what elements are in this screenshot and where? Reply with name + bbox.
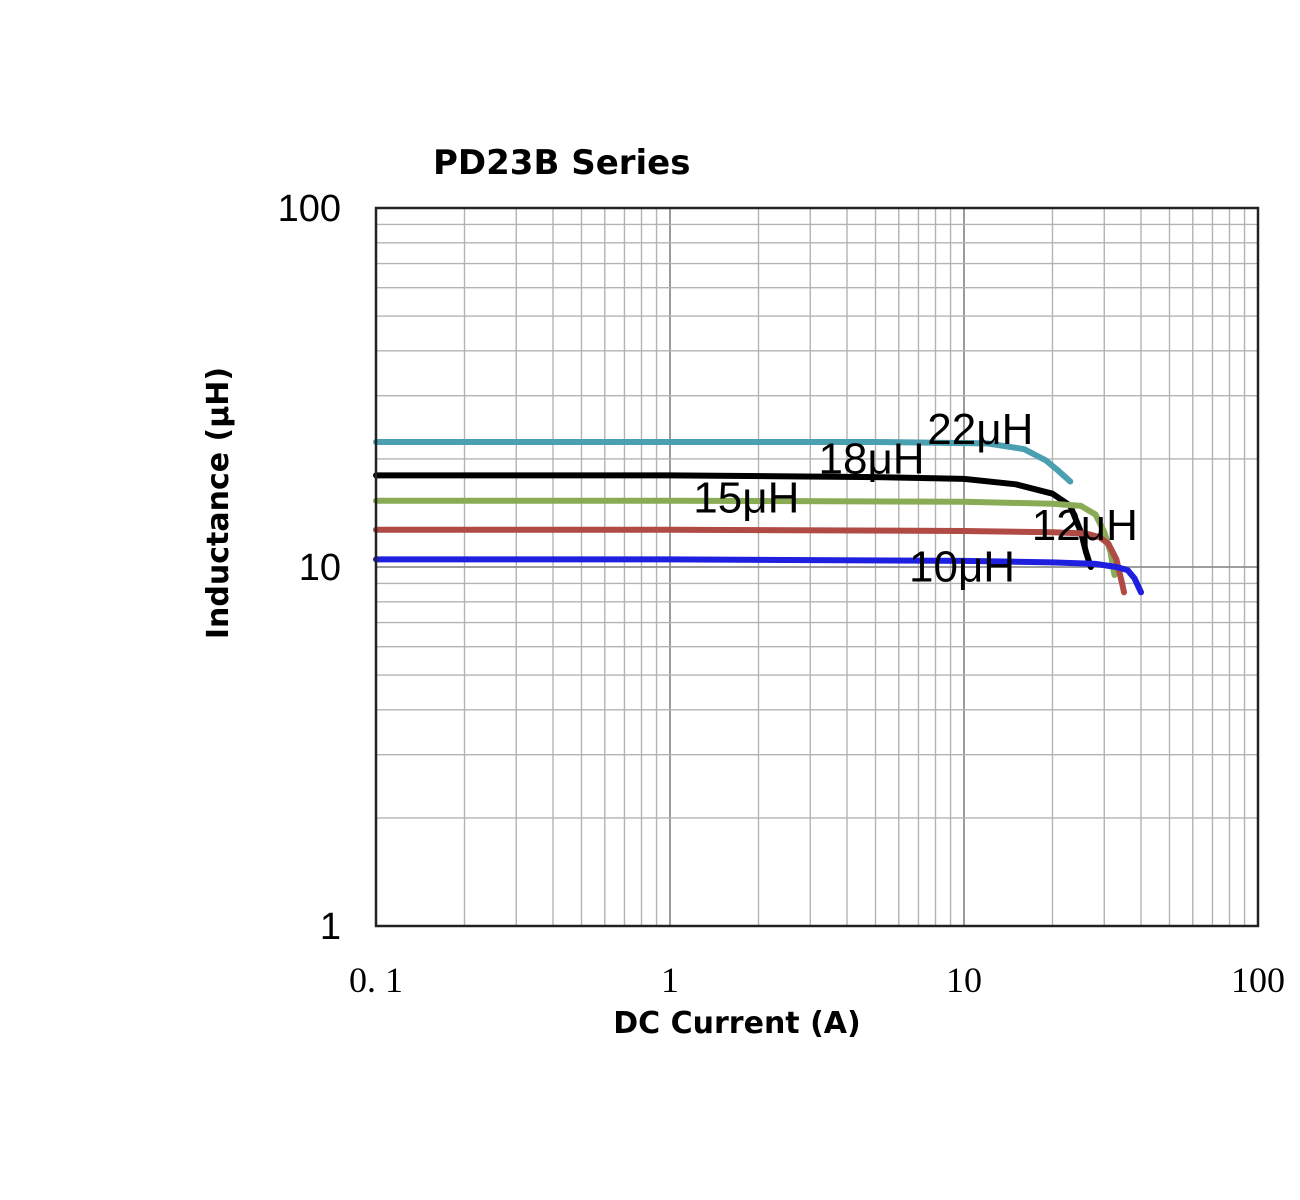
y-tick-label: 100 — [278, 188, 341, 230]
x-tick-label: 10 — [946, 960, 982, 1000]
y-tick-label: 10 — [299, 547, 341, 589]
x-tick-label: 100 — [1231, 960, 1285, 1000]
series-line-12h — [373, 526, 1127, 596]
series-label: 18μH — [819, 435, 925, 484]
series-layer — [373, 439, 1144, 596]
series-line-22h — [373, 439, 1074, 485]
chart-title: PD23B Series — [433, 143, 690, 183]
plot-frame — [374, 206, 1260, 928]
x-axis-label: DC Current (A) — [613, 1006, 860, 1041]
series-label: 15μH — [693, 473, 799, 522]
grid — [376, 208, 1258, 926]
x-tick-label: 1 — [661, 960, 679, 1000]
x-tick-label: 0. 1 — [349, 960, 403, 1000]
series-line-10h — [373, 556, 1144, 596]
y-axis-label: Inductance (μH) — [201, 367, 236, 639]
series-label: 12μH — [1032, 501, 1138, 550]
y-tick-label: 1 — [320, 906, 341, 948]
series-line-18h — [373, 472, 1094, 570]
series-label: 10μH — [909, 543, 1015, 592]
series-label: 22μH — [927, 405, 1033, 454]
